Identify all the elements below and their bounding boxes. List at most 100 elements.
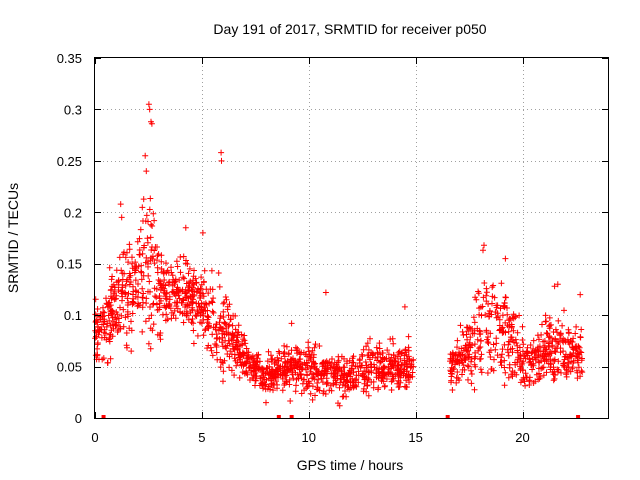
- data-point: [109, 283, 116, 290]
- data-point: [554, 366, 561, 373]
- data-point: [499, 329, 506, 336]
- data-point: [171, 299, 178, 306]
- data-point: [279, 387, 286, 394]
- data-point: [180, 319, 187, 326]
- data-point: [236, 351, 243, 358]
- data-point: [449, 387, 456, 393]
- data-point: [375, 368, 382, 375]
- data-point: [478, 369, 485, 376]
- data-point: [471, 319, 478, 326]
- data-point: [271, 369, 278, 376]
- data-point: [546, 314, 553, 321]
- data-point: [388, 387, 395, 393]
- data-point: [143, 295, 150, 302]
- data-point: [568, 352, 575, 359]
- data-point: [207, 344, 214, 351]
- data-point: [496, 316, 503, 323]
- data-point: [174, 305, 181, 312]
- data-point: [197, 319, 204, 326]
- data-point: [499, 346, 506, 353]
- data-point: [139, 285, 146, 292]
- data-point: [323, 380, 330, 387]
- data-point: [555, 317, 562, 324]
- data-point: [370, 384, 377, 391]
- data-point: [473, 296, 480, 303]
- data-point: [493, 335, 500, 342]
- data-point: [151, 247, 158, 254]
- data-point: [159, 284, 166, 291]
- data-point: [253, 363, 260, 370]
- data-point: [260, 374, 267, 381]
- data-point: [106, 264, 113, 271]
- data-point: [128, 318, 134, 325]
- data-point: [107, 287, 114, 294]
- data-point: [224, 303, 231, 310]
- data-point: [152, 244, 159, 250]
- data-point: [367, 361, 374, 368]
- data-point: [92, 296, 99, 303]
- data-point: [574, 375, 581, 382]
- data-point: [268, 382, 275, 389]
- y-tick-label: 0.05: [57, 360, 82, 375]
- data-point: [183, 257, 189, 264]
- data-point: [463, 346, 470, 353]
- data-point: [467, 325, 474, 332]
- data-point: [147, 345, 154, 352]
- data-point: [120, 306, 127, 313]
- data-point: [475, 288, 482, 295]
- data-point: [100, 355, 107, 362]
- data-point: [370, 378, 377, 385]
- data-point: [484, 370, 491, 376]
- data-point: [565, 329, 572, 336]
- data-point: [108, 311, 115, 318]
- data-point: [112, 295, 119, 302]
- data-point: [95, 324, 102, 331]
- data-point: [187, 309, 194, 316]
- data-point: [217, 364, 224, 371]
- x-tick-label: 20: [515, 430, 529, 445]
- data-point: [198, 306, 205, 313]
- data-point: [163, 311, 170, 318]
- data-point: [523, 374, 529, 381]
- data-point: [169, 272, 176, 279]
- data-point: [530, 337, 537, 344]
- data-point: [149, 223, 156, 229]
- data-point: [142, 259, 149, 266]
- data-point: [403, 351, 410, 358]
- data-point: [138, 268, 144, 275]
- data-point: [367, 356, 373, 363]
- data-point: [247, 377, 253, 383]
- data-point: [480, 247, 486, 254]
- data-point: [519, 360, 526, 367]
- data-point: [122, 314, 129, 321]
- data-point: [385, 369, 391, 375]
- y-tick-label: 0.1: [64, 308, 82, 323]
- data-point: [124, 344, 130, 351]
- data-point: [113, 322, 120, 329]
- data-point: [523, 350, 530, 357]
- data-point: [206, 300, 213, 307]
- data-point: [550, 371, 557, 378]
- data-point: [132, 293, 139, 300]
- data-point: [130, 283, 136, 290]
- data-point: [257, 366, 263, 373]
- data-point: [264, 364, 271, 371]
- data-point: [294, 364, 301, 371]
- data-point: [115, 327, 122, 334]
- data-point: [121, 249, 127, 256]
- data-point: [502, 255, 509, 262]
- data-point: [309, 383, 316, 390]
- data-point: [569, 344, 576, 351]
- data-point: [176, 277, 183, 283]
- x-tick-label: 10: [302, 430, 316, 445]
- data-point: [554, 281, 561, 288]
- data-point: [549, 342, 555, 349]
- data-point: [324, 379, 331, 386]
- data-point: [220, 308, 227, 315]
- data-point: [157, 330, 164, 336]
- data-point: [459, 371, 465, 378]
- data-point: [242, 340, 249, 347]
- data-point: [499, 312, 506, 319]
- data-point: [576, 344, 583, 351]
